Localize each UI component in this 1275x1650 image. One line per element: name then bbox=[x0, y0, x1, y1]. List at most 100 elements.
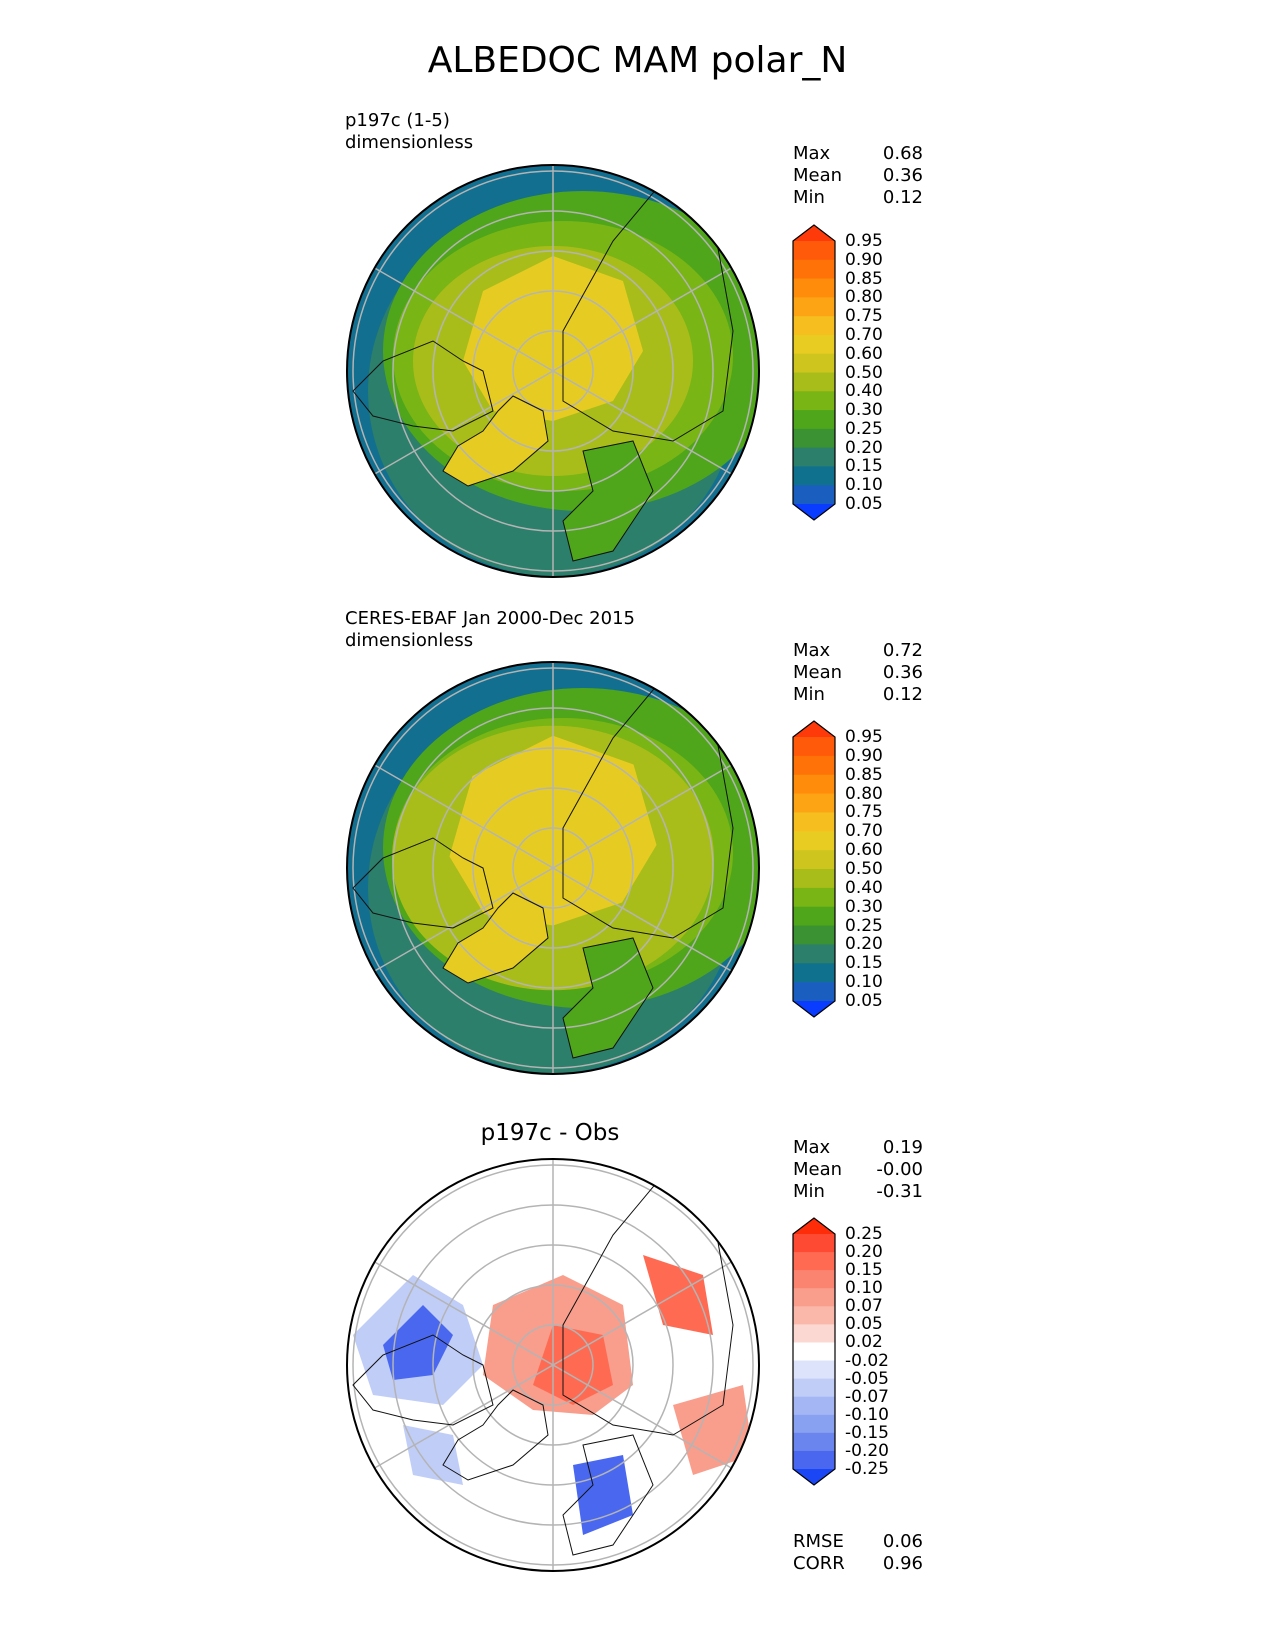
stat-mean-value: 0.36 bbox=[882, 165, 923, 186]
coastline bbox=[442, 1389, 549, 1481]
stat-mean-label: Mean bbox=[793, 165, 843, 186]
stat-mean-label: Mean bbox=[793, 662, 843, 683]
stat-min-label: Min bbox=[793, 1181, 825, 1202]
colorbar-outline bbox=[792, 1217, 836, 1486]
stat-max-label: Max bbox=[793, 143, 831, 164]
stat-max-value: 0.68 bbox=[882, 143, 923, 164]
colorbar-tick-label: 0.70 bbox=[845, 821, 883, 842]
colorbar-tick-label: 0.30 bbox=[845, 400, 883, 421]
colorbar-tick-label: 0.10 bbox=[845, 475, 883, 496]
colorbar-segment bbox=[793, 410, 835, 430]
colorbar-outline bbox=[792, 720, 836, 1018]
colorbar-tick-label: 0.90 bbox=[845, 745, 883, 766]
colorbar-tick-label: 0.05 bbox=[845, 494, 883, 514]
colorbar-tick-label: 0.30 bbox=[845, 896, 883, 917]
colorbar-tick-label: 0.95 bbox=[845, 231, 883, 251]
stat-min-value: 0.12 bbox=[882, 187, 923, 208]
colorbar-segment bbox=[793, 297, 835, 317]
colorbar-tick-label: 0.10 bbox=[845, 1278, 883, 1299]
colorbar-segment bbox=[793, 428, 835, 449]
panel-3-stats: Max 0.19 Mean -0.00 Min -0.31 bbox=[793, 1137, 923, 1203]
panel-1-units: dimensionless bbox=[345, 132, 474, 153]
colorbar-extend-max bbox=[793, 225, 835, 241]
map-observation bbox=[346, 661, 760, 1075]
map-field bbox=[347, 1159, 759, 1571]
colorbar-segment bbox=[793, 1270, 835, 1289]
colorbar-segment bbox=[793, 391, 835, 411]
stat-min-value: 0.12 bbox=[882, 684, 923, 705]
colorbar-segment bbox=[793, 334, 835, 355]
colorbar-tick-label: 0.75 bbox=[845, 802, 883, 823]
map-boundary bbox=[346, 164, 760, 578]
colorbar-segment bbox=[793, 944, 835, 964]
colorbar-segment bbox=[793, 278, 835, 298]
colorbar-segment bbox=[793, 737, 835, 757]
colorbar-extend-min bbox=[793, 1001, 835, 1017]
colorbar-segment bbox=[793, 982, 835, 1002]
panel-2-obs-name: CERES-EBAF Jan 2000-Dec 2015 bbox=[345, 608, 635, 629]
colorbar-tick-label: 0.60 bbox=[845, 840, 883, 861]
colorbar-segment bbox=[793, 353, 835, 373]
colorbar-tick-label: 0.95 bbox=[845, 727, 883, 747]
panel-1-label: p197c (1-5) dimensionless bbox=[345, 110, 473, 154]
colorbar-segment bbox=[793, 1252, 835, 1271]
negative-anomaly bbox=[403, 1425, 463, 1485]
colorbar-segment bbox=[793, 1450, 835, 1470]
colorbar-tick-label: 0.60 bbox=[845, 343, 883, 364]
europe-field bbox=[563, 938, 653, 1058]
coastline bbox=[562, 677, 734, 939]
colorbar-tick-label: 0.05 bbox=[845, 1314, 883, 1335]
colorbar-segment bbox=[793, 793, 835, 813]
europe-field bbox=[563, 441, 653, 561]
colorbar-extend-max bbox=[793, 721, 835, 737]
panel-2-units: dimensionless bbox=[345, 630, 474, 651]
colorbar-segment bbox=[793, 1432, 835, 1452]
colorbar-tick-label: 0.25 bbox=[845, 1224, 883, 1244]
colorbar-tick-label: 0.70 bbox=[845, 324, 883, 345]
colorbar-tick-label: -0.02 bbox=[845, 1350, 889, 1371]
colorbar-observation bbox=[792, 720, 836, 1018]
colorbar-outline bbox=[792, 224, 836, 521]
map-boundary bbox=[346, 661, 760, 1075]
colorbar-extend-min bbox=[793, 1469, 835, 1485]
figure-title: ALBEDOC MAM polar_N bbox=[427, 40, 848, 81]
colorbar-tick-label: 0.75 bbox=[845, 306, 883, 327]
colorbar-tick-label: 0.10 bbox=[845, 972, 883, 993]
coastline bbox=[562, 1434, 654, 1556]
longitude-line bbox=[374, 764, 732, 972]
map-model bbox=[346, 164, 760, 578]
stat-min-value: -0.31 bbox=[876, 1181, 923, 1202]
colorbar-tick-label: 0.02 bbox=[845, 1332, 883, 1353]
colorbar-segment bbox=[793, 1414, 835, 1434]
colorbar-segment bbox=[793, 1234, 835, 1253]
colorbar-segment bbox=[793, 925, 835, 945]
colorbar-tick-label: 0.80 bbox=[845, 783, 883, 804]
colorbar-segment bbox=[793, 887, 835, 908]
colorbar-segment bbox=[793, 963, 835, 983]
positive-anomaly bbox=[643, 1255, 713, 1335]
coastline bbox=[562, 180, 734, 442]
colorbar-segment bbox=[793, 1342, 835, 1362]
colorbar-segment bbox=[793, 831, 835, 851]
colorbar-segment bbox=[793, 372, 835, 392]
colorbar-segment bbox=[793, 259, 835, 280]
colorbar-segment bbox=[793, 755, 835, 776]
colorbar-tick-label: 0.15 bbox=[845, 1260, 883, 1281]
metric-rmse-value: 0.06 bbox=[882, 1531, 923, 1552]
stat-max-label: Max bbox=[793, 1137, 831, 1158]
colorbar-segment bbox=[793, 812, 835, 832]
map-difference bbox=[346, 1158, 760, 1572]
colorbar-tick-label: 0.15 bbox=[845, 953, 883, 974]
colorbar-tick-label: -0.05 bbox=[845, 1368, 889, 1389]
colorbar-tick-label: -0.07 bbox=[845, 1386, 889, 1407]
colorbar-tick-label: -0.10 bbox=[845, 1404, 889, 1425]
colorbar-tick-label: 0.90 bbox=[845, 249, 883, 270]
coastline bbox=[562, 440, 654, 562]
colorbar-segment bbox=[793, 1360, 835, 1380]
colorbar-tick-label: 0.20 bbox=[845, 437, 883, 458]
colorbar-tick-label: 0.07 bbox=[845, 1296, 883, 1317]
colorbar-tick-label: -0.20 bbox=[845, 1440, 889, 1461]
coastline bbox=[442, 395, 549, 487]
colorbar-tick-label: -0.25 bbox=[845, 1459, 889, 1479]
